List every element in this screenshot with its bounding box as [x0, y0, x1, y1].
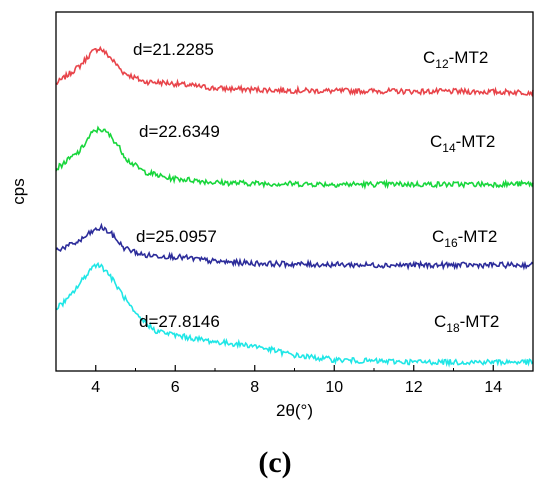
d-spacing-annotation: d=21.2285	[133, 40, 214, 59]
x-tick-label: 14	[484, 379, 502, 396]
d-spacing-annotation: d=27.8146	[139, 312, 220, 331]
x-axis-ticks: 4 6 8 10 12 14	[91, 365, 502, 396]
series-label: C12-MT2	[423, 48, 488, 71]
x-tick-label: 6	[171, 379, 180, 396]
series-line-c16-mt2	[55, 222, 534, 271]
d-spacing-annotation: d=22.6349	[139, 122, 220, 141]
series-label: C16-MT2	[432, 227, 497, 250]
x-tick-label: 8	[250, 379, 259, 396]
series-line-c18-mt2	[55, 261, 534, 368]
xrd-chart: d=21.2285 C12-MT2 d=22.6349 C14-MT2 d=25.095…	[9, 11, 534, 420]
series-line-c12-mt2	[55, 45, 534, 98]
d-spacing-annotation: d=25.0957	[136, 227, 217, 246]
series-label: C18-MT2	[434, 312, 499, 335]
x-tick-label: 4	[91, 379, 100, 396]
panel-label: (c)	[258, 446, 292, 479]
y-axis-label: cps	[9, 178, 28, 204]
x-tick-label: 10	[325, 379, 343, 396]
x-axis-label: 2θ(°)	[276, 401, 313, 420]
series-layer	[55, 45, 534, 368]
series-line-c14-mt2	[55, 125, 534, 190]
x-tick-label: 12	[405, 379, 423, 396]
annotation-layer: d=21.2285 C12-MT2 d=22.6349 C14-MT2 d=25.095…	[133, 40, 499, 335]
series-label: C14-MT2	[430, 132, 495, 155]
